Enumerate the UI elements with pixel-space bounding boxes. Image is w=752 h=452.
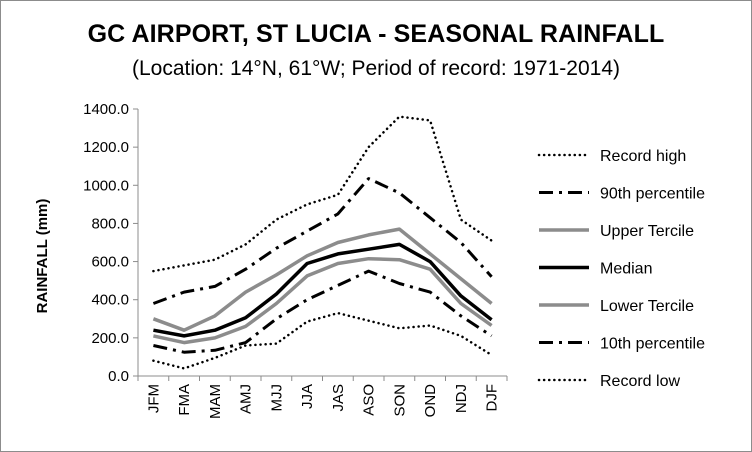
x-tick-label: SON <box>391 384 408 417</box>
chart-title: GC AIRPORT, ST LUCIA - SEASONAL RAINFALL <box>87 20 665 48</box>
y-tick-label: 1400.0 <box>83 101 129 118</box>
x-tick-label: NDJ <box>453 384 470 413</box>
y-tick-label: 1000.0 <box>83 177 129 194</box>
x-tick-label: JFM <box>145 384 162 413</box>
legend-label: Record low <box>600 373 680 390</box>
legend-label: Record high <box>600 148 686 165</box>
y-tick-label: 400.0 <box>91 292 129 309</box>
x-tick-label: MJJ <box>268 384 285 412</box>
series-lines <box>152 115 493 370</box>
y-axis-label: RAINFALL (mm) <box>34 199 51 314</box>
legend-label: 10th percentile <box>600 336 705 353</box>
series-line <box>152 177 493 305</box>
series-line <box>153 256 493 345</box>
x-tick-label: FMA <box>176 384 193 416</box>
series-line <box>152 227 493 332</box>
legend-label: 90th percentile <box>600 186 705 203</box>
x-tick-label: AMJ <box>238 384 255 414</box>
series-line <box>152 115 493 273</box>
x-tick-label: JAS <box>330 384 347 412</box>
y-tick-label: 800.0 <box>91 215 129 232</box>
y-tick-label: 0.0 <box>108 368 129 385</box>
series-line <box>153 242 493 338</box>
y-tick-labels: 0.0 200.0 400.0 600.0 800.0 1000.0 1200.0 1400.… <box>83 101 129 385</box>
y-tick-label: 600.0 <box>91 254 129 271</box>
legend-label: Lower Tercile <box>600 298 694 315</box>
series-line <box>153 269 493 354</box>
x-tick-label: OND <box>422 384 439 418</box>
y-tick-label: 200.0 <box>91 330 129 347</box>
legend-label: Upper Tercile <box>600 223 694 240</box>
x-tick-label: ASO <box>361 384 378 416</box>
chart-subtitle: (Location: 14°N, 61°W; Period of record:… <box>131 57 620 80</box>
legend: Record high 90th percentile Upper Tercile M… <box>537 148 705 390</box>
x-tick-labels: JFM FMA MAM AMJ MJJ JJA JAS ASO SON OND NDJ DJF <box>145 384 500 419</box>
x-tick-label: DJF <box>484 384 501 412</box>
x-tick-label: MAM <box>207 384 224 419</box>
y-tick-label: 1200.0 <box>83 139 129 156</box>
axes <box>133 108 508 381</box>
x-tick-label: JJA <box>299 384 316 409</box>
legend-label: Median <box>600 261 652 278</box>
